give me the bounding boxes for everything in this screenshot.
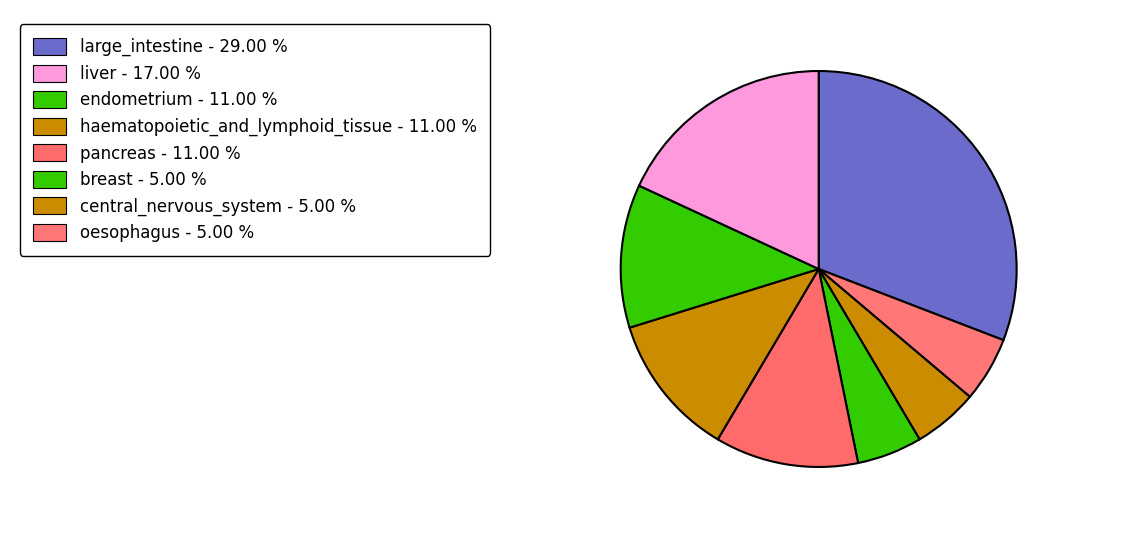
Wedge shape [819,71,1017,340]
Wedge shape [819,269,970,440]
Wedge shape [819,269,1003,397]
Wedge shape [630,269,819,440]
Legend: large_intestine - 29.00 %, liver - 17.00 %, endometrium - 11.00 %, haematopoieti: large_intestine - 29.00 %, liver - 17.00… [19,24,490,256]
Wedge shape [639,71,819,269]
Wedge shape [819,269,919,463]
Wedge shape [718,269,858,467]
Wedge shape [621,186,819,328]
